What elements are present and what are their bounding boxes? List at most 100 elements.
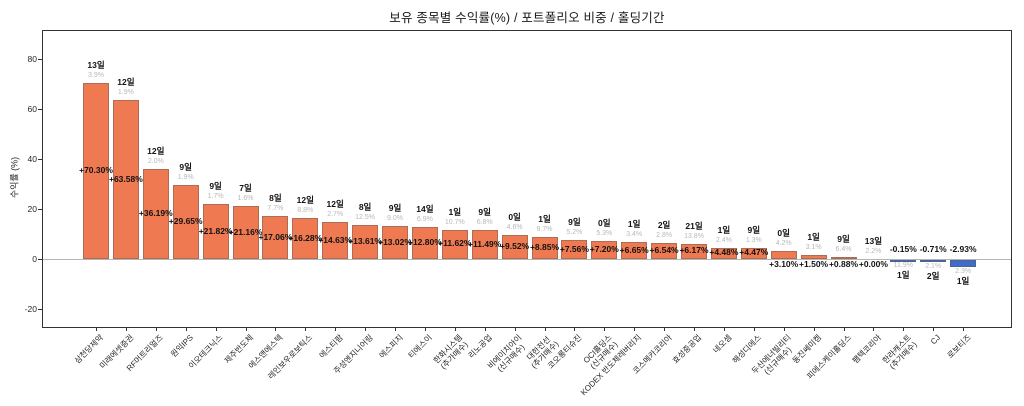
bar-weight-label: 7.7% xyxy=(267,205,284,213)
x-tick-mark xyxy=(843,328,845,331)
bar-positive xyxy=(411,227,438,259)
x-tick-mark xyxy=(664,328,666,331)
bar-weight-label: 6.4% xyxy=(835,245,852,253)
bar-return-label: +0.88% xyxy=(828,259,859,269)
x-tick-label: 팸텍코리아 xyxy=(850,333,883,366)
bar-positive xyxy=(202,204,229,259)
bar-positive xyxy=(352,224,379,259)
bar-return-label: +13.02% xyxy=(378,236,412,247)
bar-weight-label: 3.1% xyxy=(805,244,822,252)
bar-return-label: +16.28% xyxy=(288,232,323,243)
x-tick-mark xyxy=(873,328,875,331)
x-tick-label: 에스티팜 xyxy=(317,333,345,361)
bar-days-label: 0일 xyxy=(777,228,790,239)
bar-return-label: -0.71% xyxy=(919,244,947,254)
x-tick-mark xyxy=(335,328,337,331)
x-tick-mark xyxy=(484,328,486,331)
bar-return-label: +11.62% xyxy=(438,238,472,249)
x-tick-mark xyxy=(604,328,606,331)
bar-days-label: 9일 xyxy=(388,203,402,214)
bar-positive xyxy=(651,242,678,259)
bar-return-label: +0.00% xyxy=(858,259,888,269)
bar-return-label: +13.61% xyxy=(348,235,382,246)
x-tick-mark xyxy=(185,328,187,331)
bar-return-label: +4.48% xyxy=(709,247,739,258)
bar-negative xyxy=(890,260,917,262)
bar-positive xyxy=(232,206,259,259)
bar-weight-label: 5.2% xyxy=(566,229,583,237)
bar-days-label: 0일 xyxy=(598,218,611,228)
bar-return-label: -0.15% xyxy=(889,244,917,254)
x-tick-mark xyxy=(813,328,815,331)
bar-days-label: 13일 xyxy=(864,236,883,246)
bar-weight-label: 4.2% xyxy=(775,240,792,248)
x-tick-label: 로보티즈 xyxy=(945,333,973,361)
bar-weight-label: 4.6% xyxy=(506,224,523,232)
bar-return-label: +6.65% xyxy=(619,244,649,255)
x-tick-mark xyxy=(96,328,97,331)
bar-positive xyxy=(830,256,857,259)
bar-return-label: +8.85% xyxy=(529,241,560,252)
bar-days-label: 12일 xyxy=(326,199,344,210)
bar-positive xyxy=(112,100,139,259)
bar-days-label: 0일 xyxy=(508,212,521,223)
bar-days-label: 12일 xyxy=(296,195,314,206)
bar-positive xyxy=(621,242,648,259)
bar-return-label: -2.93% xyxy=(949,244,977,254)
y-tick-label: 80 xyxy=(27,54,37,64)
bar-days-label: 2일 xyxy=(657,219,671,230)
bar-positive xyxy=(471,230,498,259)
bar-weight-label: 8.8% xyxy=(297,207,314,215)
bar-days-label: 9일 xyxy=(179,161,192,172)
bar-positive xyxy=(740,247,767,259)
bar-days-label: 12일 xyxy=(117,77,135,88)
bar-days-label: 9일 xyxy=(747,224,761,235)
y-tick-mark xyxy=(38,259,42,260)
bar-positive xyxy=(681,243,707,259)
bar-weight-label: 9.0% xyxy=(387,215,403,223)
x-tick-label: CJ xyxy=(929,333,943,347)
x-tick-mark xyxy=(424,328,426,331)
bar-return-label: +14.63% xyxy=(318,234,353,245)
bar-positive xyxy=(142,168,169,259)
bar-weight-label: 6.9% xyxy=(416,216,433,223)
bar-weight-label: 12.5% xyxy=(355,213,376,221)
bar-return-label: +21.82% xyxy=(198,225,233,236)
bar-weight-label: 2.7% xyxy=(327,211,344,219)
bar-days-label: 1일 xyxy=(448,206,462,217)
x-tick-label: 한라캐스트 (추가매수) xyxy=(880,333,919,372)
bar-days-label: 13일 xyxy=(87,60,105,71)
bar-weight-label: 3.4% xyxy=(626,231,643,239)
y-tick-mark xyxy=(38,209,42,210)
bar-days-label: 9일 xyxy=(478,207,491,218)
bar-weight-label: 13.8% xyxy=(684,232,704,240)
bar-positive xyxy=(83,83,109,259)
bar-weight-label: 1.9% xyxy=(177,173,194,181)
bar-positive xyxy=(292,218,319,259)
bar-weight-label: 2.4% xyxy=(715,236,732,244)
bar-weight-label: 1.6% xyxy=(237,195,254,203)
bar-return-label: +7.56% xyxy=(559,243,589,254)
x-tick-mark xyxy=(514,328,516,331)
bar-positive xyxy=(770,251,797,259)
bar-positive xyxy=(441,229,468,259)
bar-positive xyxy=(172,184,199,259)
bar-weight-label: 2.0% xyxy=(147,157,164,165)
bar-return-label: +6.17% xyxy=(679,245,709,256)
x-tick-mark xyxy=(215,328,217,331)
x-tick-mark xyxy=(903,328,905,331)
bar-weight-label: 1.7% xyxy=(207,193,224,201)
bar-days-label: 9일 xyxy=(568,217,581,228)
bar-days-label: 8일 xyxy=(269,193,282,204)
chart-title: 보유 종목별 수익률(%) / 포트폴리오 비중 / 홀딩기간 xyxy=(389,11,665,25)
bar-days-label: 12일 xyxy=(147,145,165,156)
bar-weight-label: 5.3% xyxy=(596,230,613,237)
x-tick-label: 티에스이 xyxy=(407,333,435,361)
x-tick-mark xyxy=(933,328,935,331)
bar-positive xyxy=(262,216,289,259)
bar-weight-label: 6.8% xyxy=(476,219,493,227)
bar-return-label: +11.49% xyxy=(468,238,502,249)
x-tick-label: 에스피지 xyxy=(377,333,405,361)
bar-return-label: +63.58% xyxy=(108,173,143,184)
bar-weight-label: 1.9% xyxy=(117,89,134,97)
